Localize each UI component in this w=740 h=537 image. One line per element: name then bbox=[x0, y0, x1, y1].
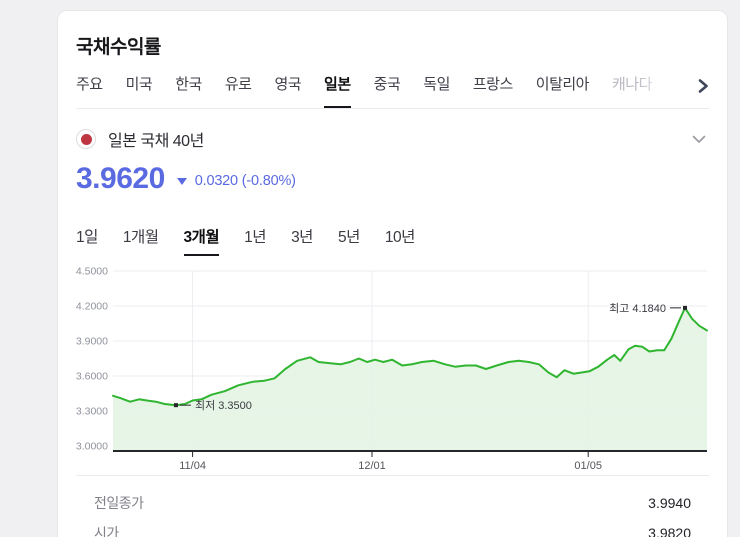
period-tab-bar: 1일 1개월 3개월 1년 3년 5년 10년 bbox=[76, 225, 415, 256]
country-tab-이탈리아[interactable]: 이탈리아 bbox=[535, 76, 590, 93]
tab-bar-divider bbox=[76, 108, 709, 109]
yield-chart: 4.5000 4.2000 3.9000 3.6000 3.3000 3.0000 11/0… bbox=[58, 261, 727, 489]
x-axis-label: 11/04 bbox=[179, 460, 206, 472]
summary-divider bbox=[76, 475, 709, 476]
period-tab-3년[interactable]: 3년 bbox=[291, 229, 313, 246]
x-axis-label: 01/05 bbox=[574, 460, 602, 472]
summary-row: 시가 3.9820 bbox=[94, 518, 691, 537]
bond-yield-card: 국채수익률 주요 미국 한국 유로 영국 일본 중국 독일 프랑스 이탈리아 캐나다 일본 국채 4… bbox=[57, 10, 728, 537]
period-tab-1년[interactable]: 1년 bbox=[244, 229, 267, 246]
x-axis-label: 12/01 bbox=[358, 460, 386, 472]
summary-table: 전일종가 3.9940 시가 3.9820 bbox=[94, 488, 691, 537]
tabs-scroll-right-button[interactable] bbox=[692, 75, 714, 97]
period-tab-1일[interactable]: 1일 bbox=[76, 229, 98, 246]
country-tab-bar: 주요 미국 한국 유로 영국 일본 중국 독일 프랑스 이탈리아 캐나다 bbox=[76, 73, 679, 108]
period-tab-1개월[interactable]: 1개월 bbox=[122, 229, 159, 246]
country-tab-캐나다[interactable]: 캐나다 bbox=[611, 76, 652, 93]
country-tab-한국[interactable]: 한국 bbox=[175, 76, 202, 93]
period-tab-5년[interactable]: 5년 bbox=[337, 229, 360, 246]
annotation-label: 최고 4.1840 bbox=[609, 302, 666, 315]
summary-label: 전일종가 bbox=[94, 495, 144, 511]
y-axis-label: 3.0000 bbox=[76, 441, 108, 453]
quote-row: 3.9620 0.0320 (-0.80%) bbox=[76, 162, 296, 196]
summary-label: 시가 bbox=[94, 525, 119, 537]
period-tab-3개월[interactable]: 3개월 bbox=[183, 225, 220, 256]
annotation-label: 최저 3.3500 bbox=[195, 399, 252, 412]
instrument-dropdown-button[interactable] bbox=[689, 129, 709, 149]
instrument-selector[interactable]: 일본 국채 40년 bbox=[76, 122, 709, 156]
instrument-name: 일본 국채 40년 bbox=[108, 133, 204, 150]
y-axis-label: 3.3000 bbox=[76, 406, 108, 418]
summary-row: 전일종가 3.9940 bbox=[94, 488, 691, 518]
summary-value: 3.9820 bbox=[648, 525, 691, 537]
change-value: 0.0320 (-0.80%) bbox=[194, 172, 296, 189]
marker-dot-icon bbox=[173, 403, 178, 408]
current-yield: 3.9620 bbox=[76, 162, 165, 195]
country-tab-중국[interactable]: 중국 bbox=[373, 76, 401, 93]
y-axis-label: 3.6000 bbox=[76, 371, 108, 383]
down-triangle-icon bbox=[176, 177, 187, 185]
country-tab-미국[interactable]: 미국 bbox=[125, 76, 153, 93]
country-tab-주요[interactable]: 주요 bbox=[76, 76, 103, 93]
page-title: 국채수익률 bbox=[76, 37, 161, 58]
chart-annotation-min: 최저 3.3500 bbox=[173, 399, 252, 412]
summary-value: 3.9940 bbox=[648, 495, 691, 511]
chevron-right-icon bbox=[698, 79, 708, 93]
marker-dot-icon bbox=[683, 305, 688, 310]
y-axis-label: 4.2000 bbox=[76, 301, 108, 313]
yield-line bbox=[112, 306, 708, 407]
area-fill bbox=[113, 307, 707, 450]
yield-chart-svg: 4.5000 4.2000 3.9000 3.6000 3.3000 3.0000 11/0… bbox=[76, 266, 708, 472]
chart-annotation-max: 최고 4.1840 bbox=[609, 302, 688, 315]
y-axis-label: 3.9000 bbox=[76, 336, 108, 348]
country-tab-일본[interactable]: 일본 bbox=[324, 73, 351, 108]
country-tab-유로[interactable]: 유로 bbox=[224, 76, 252, 93]
country-tab-독일[interactable]: 독일 bbox=[423, 76, 450, 93]
period-tab-10년[interactable]: 10년 bbox=[384, 229, 416, 246]
chevron-down-icon bbox=[692, 135, 706, 143]
country-tab-프랑스[interactable]: 프랑스 bbox=[472, 76, 513, 93]
country-tab-영국[interactable]: 영국 bbox=[274, 76, 302, 93]
japan-flag-icon bbox=[76, 129, 96, 149]
y-axis-label: 4.5000 bbox=[76, 266, 108, 278]
